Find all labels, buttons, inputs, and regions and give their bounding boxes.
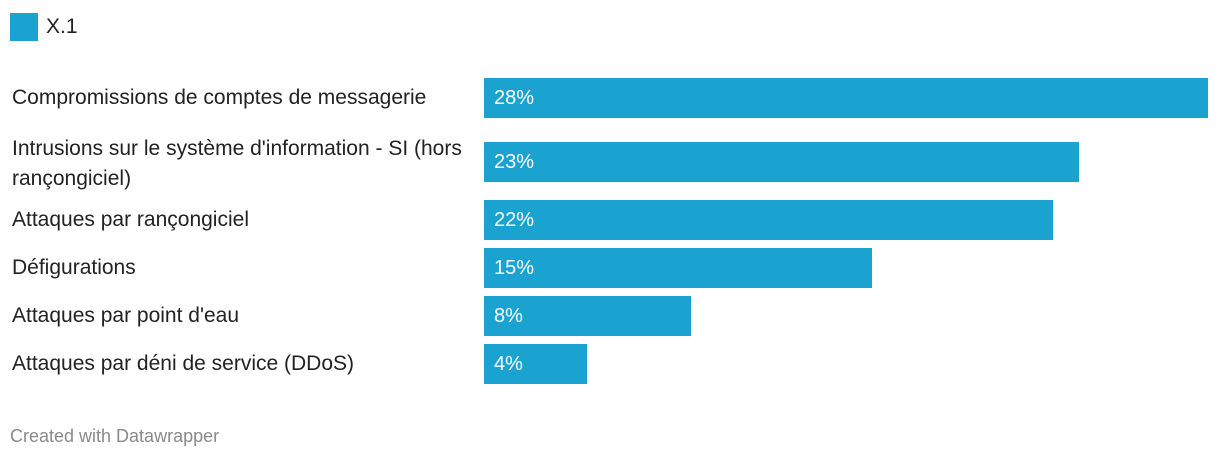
bar: 4% [484, 344, 587, 384]
category-label: Intrusions sur le système d'information … [12, 137, 462, 190]
bar: 8% [484, 296, 691, 336]
category-label: Défigurations [12, 256, 136, 279]
bar-value-label: 4% [494, 352, 523, 375]
category-label: Attaques par déni de service (DDoS) [12, 352, 354, 375]
bar-value-label: 8% [494, 304, 523, 327]
category-label: Attaques par point d'eau [12, 304, 240, 327]
bar-value-label: 23% [494, 150, 535, 173]
category-label: Attaques par rançongiciel [12, 208, 249, 231]
bar-value-label: 28% [494, 86, 535, 109]
chart-legend: X.1 [10, 13, 78, 41]
legend-swatch [10, 13, 38, 41]
bar: 23% [484, 142, 1079, 182]
bar: 22% [484, 200, 1053, 240]
legend-label: X.1 [46, 15, 78, 38]
bar: 15% [484, 248, 872, 288]
bar: 28% [484, 78, 1208, 118]
bar-chart: Compromissions de comptes de messagerie 2… [12, 78, 1208, 384]
datawrapper-credit: Created with Datawrapper [10, 426, 220, 446]
category-label: Compromissions de comptes de messagerie [12, 86, 427, 109]
bar-value-label: 22% [494, 208, 535, 231]
bar-value-label: 15% [494, 256, 535, 279]
